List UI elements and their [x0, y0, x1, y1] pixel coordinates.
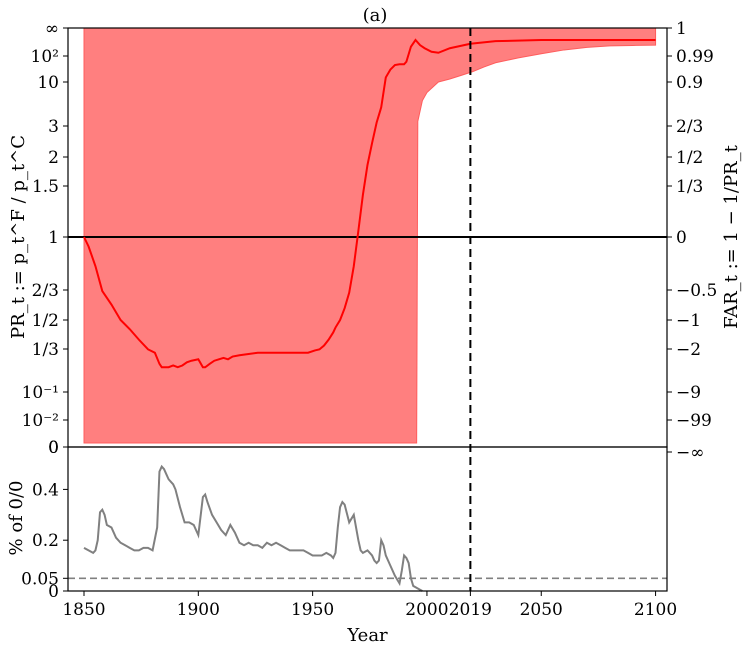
right-tick-label: 1/2	[676, 148, 703, 168]
bottom-y-tick-label: 0.05	[21, 569, 59, 589]
bottom-y-tick-label: 0	[48, 582, 59, 602]
left-tick-label: 1.5	[32, 177, 59, 197]
left-tick-label: 2/3	[32, 281, 59, 301]
pr-median-line	[83, 38, 656, 369]
right-tick-label: −1	[676, 311, 701, 331]
left-tick-labels: ∞ 10² 10 3 2 1.5 1 2/3 1/2 1/3 10⁻¹ 10⁻² 0	[22, 19, 68, 458]
right-tick-label: −99	[676, 411, 712, 431]
left-tick-label: 10²	[31, 47, 59, 67]
x-tick-label: 2019	[449, 600, 492, 620]
left-tick-label: 1/3	[32, 340, 59, 360]
x-tick-label: 1950	[291, 600, 334, 620]
right-tick-label: −∞	[676, 443, 704, 463]
left-tick-label: 10⁻¹	[22, 383, 59, 403]
uncertainty-band	[83, 27, 657, 444]
right-tick-label: −2	[676, 340, 701, 360]
x-tick-labels: 1850 1900 1950 2000 2019 2050 2100	[62, 591, 677, 620]
right-tick-labels: 1 0.99 0.9 2/3 1/2 1/3 0 −0.5 −1 −2 −9 −99 −∞	[667, 19, 717, 463]
x-tick-label: 2000	[405, 600, 448, 620]
bottom-y-tick-labels: 00.050.20.40	[21, 438, 68, 602]
right-tick-label: 1/3	[676, 177, 703, 197]
bottom-y-tick-label: 0.2	[32, 531, 59, 551]
bottom-y-tick-label: 0.4	[32, 480, 59, 500]
left-tick-label: 1/2	[32, 311, 59, 331]
right-tick-label: 0.9	[676, 73, 703, 93]
percent-nan-line	[83, 464, 423, 592]
right-tick-label: 2/3	[676, 117, 703, 137]
right-tick-label: −9	[676, 383, 701, 403]
right-tick-label: −0.5	[676, 281, 717, 301]
x-tick-label: 1850	[62, 600, 105, 620]
x-tick-label: 2050	[520, 600, 563, 620]
top-panel: ∞ 10² 10 3 2 1.5 1 2/3 1/2 1/3 10⁻¹ 10⁻² 0 1 0.99 0.9 2…	[8, 19, 742, 463]
y-axis-label-right: FAR_t := 1 − 1/PR_t	[721, 144, 742, 328]
left-tick-label: 2	[48, 148, 59, 168]
bottom-plot-frame	[67, 446, 668, 592]
left-tick-label: 0	[48, 438, 59, 458]
right-tick-label: 0	[676, 228, 687, 248]
left-tick-label: 1	[48, 228, 59, 248]
x-axis-label: Year	[346, 625, 388, 646]
bottom-panel: 00.050.20.40 1850 1900 1950 2000 2019 2050 210…	[6, 438, 677, 646]
y-axis-label-left: PR_t := p_t^F / p_t^C	[8, 135, 29, 339]
left-tick-label: 10⁻²	[22, 411, 59, 431]
left-tick-label: 3	[48, 117, 59, 137]
bottom-y-axis-label: % of 0/0	[6, 480, 27, 555]
left-tick-label: 10	[37, 73, 59, 93]
right-tick-label: 1	[676, 19, 687, 39]
x-tick-label: 2100	[634, 600, 677, 620]
chart-title: (a)	[363, 5, 388, 26]
separator-zero-label: 0	[48, 438, 59, 458]
right-tick-label: 0.99	[676, 47, 714, 67]
left-tick-label: ∞	[45, 19, 59, 39]
x-tick-label: 1900	[177, 600, 220, 620]
